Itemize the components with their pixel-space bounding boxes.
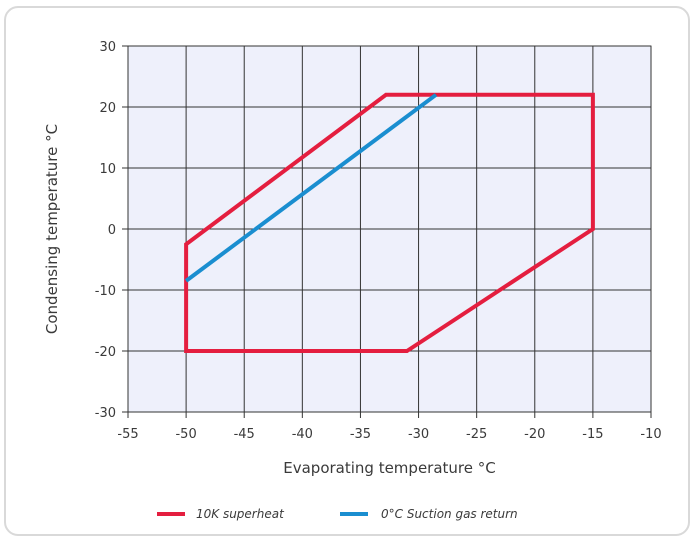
- x-tick-label: -55: [117, 427, 138, 442]
- x-axis-title: Evaporating temperature °C: [283, 459, 495, 477]
- x-tick-label: -15: [582, 427, 603, 442]
- legend-label: 0°C Suction gas return: [381, 507, 518, 521]
- x-tick-label: -40: [292, 427, 313, 442]
- x-tick-label: -10: [640, 427, 661, 442]
- y-axis: -30 -20 -10 0 10 20 30: [95, 40, 128, 421]
- series-layer: [184, 92, 595, 353]
- x-tick-label: -30: [408, 427, 429, 442]
- x-axis: -55 -50 -45 -40 -35 -30 -25 -20 -15 -10: [117, 412, 662, 442]
- y-axis-title: Condensing temperature °C: [43, 124, 61, 334]
- y-tick-label: 0: [108, 223, 116, 238]
- x-tick-label: -20: [524, 427, 545, 442]
- x-tick-label: -50: [175, 427, 196, 442]
- y-tick-label: 10: [99, 162, 116, 177]
- series-10k-superheat-line: [184, 92, 595, 353]
- x-tick-label: -45: [234, 427, 255, 442]
- y-tick-label: 20: [99, 101, 116, 116]
- legend: 10K superheat 0°C Suction gas return: [157, 507, 518, 521]
- y-tick-label: 30: [99, 40, 116, 55]
- x-tick-label: -25: [466, 427, 487, 442]
- series-suction-gas-return-line: [184, 93, 438, 283]
- y-tick-label: -20: [95, 345, 116, 360]
- y-tick-label: -30: [95, 406, 116, 421]
- y-tick-label: -10: [95, 284, 116, 299]
- legend-label: 10K superheat: [196, 507, 285, 521]
- x-tick-label: -35: [350, 427, 371, 442]
